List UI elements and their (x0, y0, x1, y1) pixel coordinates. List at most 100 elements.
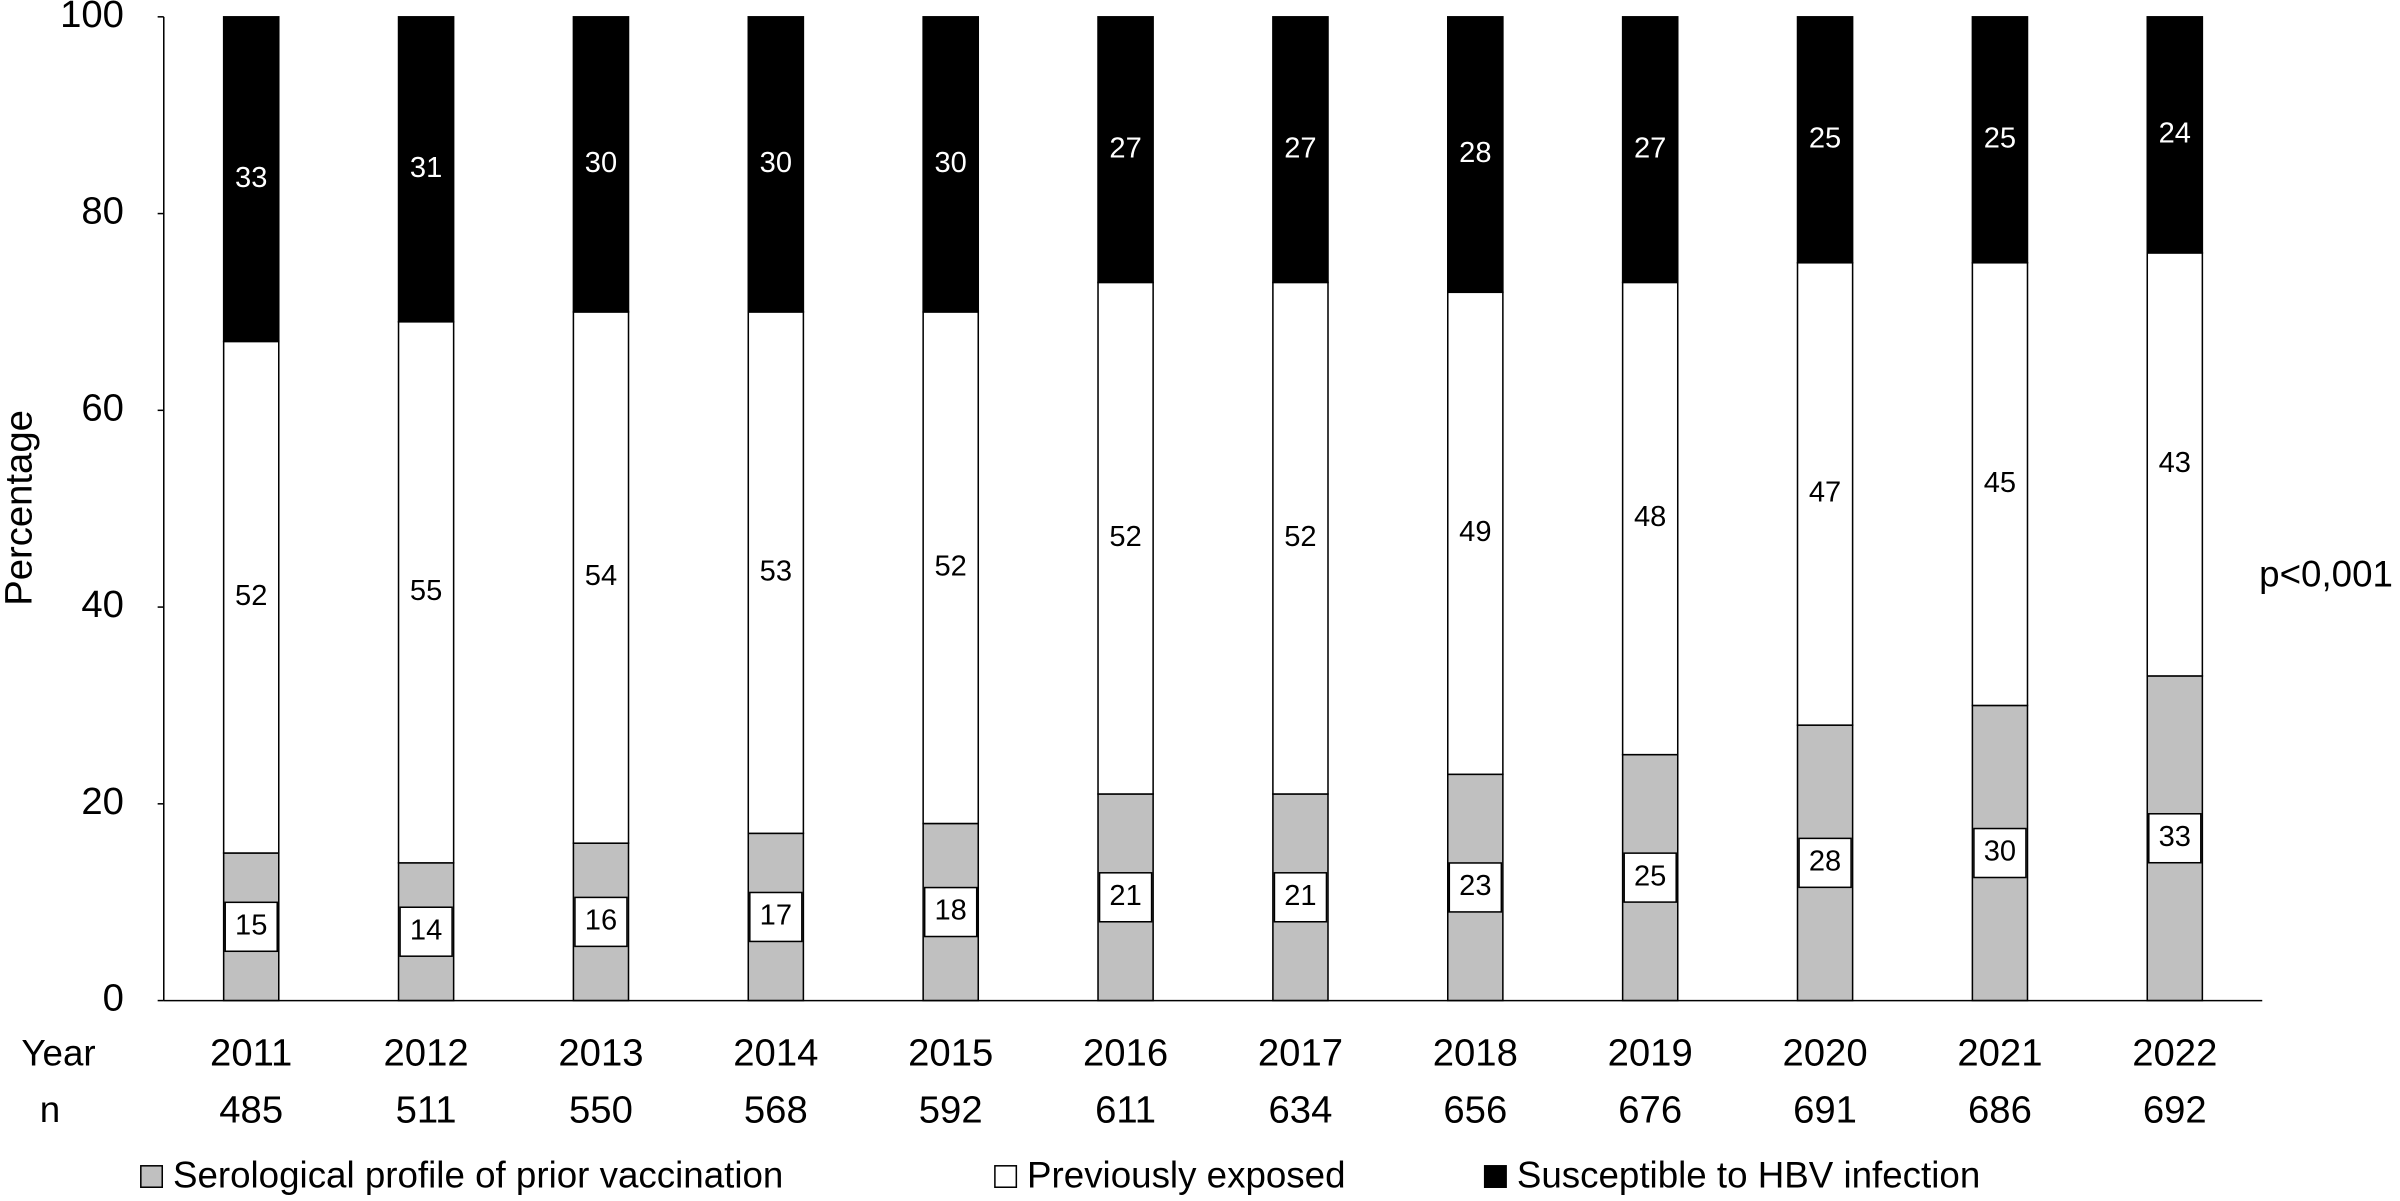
bar-segment (1447, 16, 1504, 294)
x-tick-label: 2015 (908, 1032, 993, 1075)
value-label: 27 (1284, 132, 1316, 164)
n-label: 485 (219, 1088, 283, 1131)
value-label: 27 (1109, 132, 1141, 164)
bar-segment (1971, 16, 2029, 264)
label-box (1798, 837, 1852, 889)
label-box (2148, 813, 2202, 864)
bar-segment (572, 311, 630, 844)
label-box (1973, 827, 2027, 879)
value-label: 49 (1459, 516, 1491, 548)
x-tick-label: 2018 (1433, 1032, 1518, 1075)
y-tick-label: 60 (81, 386, 124, 429)
value-label: 52 (235, 580, 267, 612)
bar-segment (2146, 252, 2204, 677)
value-label: 30 (935, 147, 967, 179)
value-label: 43 (2159, 447, 2191, 479)
n-label: 550 (569, 1088, 633, 1131)
x-tick-label: 2012 (384, 1032, 469, 1075)
bar-segment (222, 340, 280, 854)
y-tick-label: 0 (103, 977, 124, 1020)
n-label: 592 (919, 1088, 983, 1131)
bar-segment (222, 16, 280, 343)
value-label: 53 (760, 555, 792, 587)
x-tick-label: 2011 (210, 1032, 292, 1075)
y-tick-label: 20 (81, 780, 124, 823)
value-label: 52 (1109, 521, 1141, 553)
value-label: 52 (935, 550, 967, 582)
x-tick-label: 2020 (1783, 1032, 1868, 1075)
value-label: 30 (585, 147, 617, 179)
value-label: 31 (410, 152, 442, 184)
bar-segment (747, 16, 805, 313)
label-box (1623, 852, 1677, 903)
x-tick-label: 2021 (1957, 1032, 2042, 1075)
value-label: 23 (1459, 870, 1491, 902)
value-label: 30 (1984, 836, 2016, 868)
bar-segment (1272, 16, 1329, 284)
n-label: 634 (1269, 1088, 1333, 1131)
x-tick-label: 2022 (2132, 1032, 2217, 1075)
value-label: 28 (1809, 846, 1841, 878)
value-label: 33 (235, 162, 267, 194)
bar-segment (1796, 16, 1854, 264)
value-label: 15 (235, 909, 267, 941)
value-label: 25 (1984, 122, 2016, 154)
bar-segment (1971, 262, 2029, 707)
label-box (574, 896, 628, 948)
value-label: 47 (1809, 477, 1841, 509)
bar-segment (2146, 16, 2204, 254)
value-label: 48 (1634, 501, 1666, 533)
value-label: 27 (1634, 132, 1666, 164)
label-box (923, 886, 978, 938)
y-axis-label: Percentage (0, 410, 41, 606)
label-box (1273, 872, 1328, 923)
bar-segment (922, 16, 980, 313)
value-label: 17 (760, 900, 792, 932)
value-label: 18 (935, 895, 967, 927)
value-label: 21 (1109, 880, 1141, 912)
legend-swatch (1483, 1165, 1507, 1188)
label-box (224, 901, 278, 953)
n-label: 692 (2143, 1088, 2207, 1131)
legend-label: Susceptible to HBV infection (1517, 1155, 1980, 1196)
value-label: 25 (1634, 860, 1666, 892)
n-label: 656 (1443, 1088, 1507, 1131)
value-label: 16 (585, 905, 617, 937)
x-tick-label: 2019 (1608, 1032, 1693, 1075)
n-label: 676 (1618, 1088, 1682, 1131)
n-label: 568 (744, 1088, 808, 1131)
y-tick-label: 100 (60, 0, 124, 36)
value-label: 21 (1284, 880, 1316, 912)
n-label: 686 (1968, 1088, 2032, 1131)
label-box (749, 891, 803, 943)
x-tick-label: 2017 (1258, 1032, 1343, 1075)
bar-segment (1447, 291, 1504, 776)
legend-swatch (994, 1165, 1018, 1188)
x-tick-label: 2014 (733, 1032, 818, 1075)
bar-segment (397, 321, 455, 864)
value-label: 30 (760, 147, 792, 179)
legend-label: Previously exposed (1027, 1155, 1345, 1196)
bar-segment (572, 16, 630, 313)
value-label: 55 (410, 575, 442, 607)
value-label: 24 (2159, 118, 2191, 150)
bar-segment (1621, 281, 1679, 756)
n-label: 511 (396, 1088, 457, 1131)
bar-segment (1097, 281, 1154, 795)
label-box (399, 906, 453, 957)
n-label: 611 (1095, 1088, 1156, 1131)
n-label: 691 (1793, 1088, 1857, 1131)
row-label: Year (21, 1032, 95, 1073)
x-tick-label: 2013 (558, 1032, 643, 1075)
legend-label: Serological profile of prior vaccination (173, 1155, 783, 1196)
label-box (1448, 862, 1503, 913)
value-label: 14 (410, 914, 442, 946)
bar-segment (397, 16, 455, 323)
bar-segment (1097, 16, 1154, 284)
label-box (1098, 872, 1153, 923)
bar-segment (1796, 262, 1854, 726)
bar-segment (922, 311, 980, 825)
value-label: 33 (2159, 821, 2191, 853)
annotation: p<0,001 (2259, 553, 2393, 594)
